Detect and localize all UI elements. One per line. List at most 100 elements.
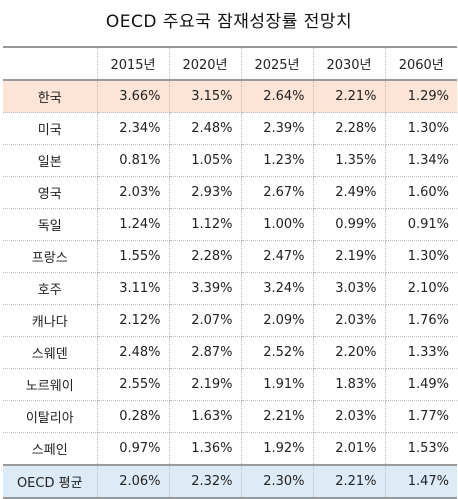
value-cell: 3.15% — [168, 79, 242, 113]
value-cell: 2.03% — [312, 400, 386, 433]
header-cell-2025: 2025년 — [240, 46, 314, 81]
value-cell: 1.77% — [384, 400, 457, 433]
value-cell: 1.00% — [240, 208, 314, 241]
header-cell-corner — [3, 46, 98, 81]
value-cell: 2.03% — [96, 176, 170, 209]
value-cell: 0.97% — [96, 432, 170, 466]
value-cell: 2.48% — [96, 336, 170, 369]
header-cell-2020: 2020년 — [168, 46, 242, 81]
value-cell: 1.83% — [312, 368, 386, 401]
value-cell: 2.09% — [240, 304, 314, 337]
value-cell: 2.32% — [168, 464, 242, 499]
value-cell: 2.21% — [240, 400, 314, 433]
value-cell: 1.36% — [168, 432, 242, 466]
value-cell: 2.52% — [240, 336, 314, 369]
value-cell: 1.23% — [240, 144, 314, 177]
value-cell: 2.48% — [168, 112, 242, 145]
country-cell: 한국 — [3, 79, 98, 113]
country-cell: 캐나다 — [3, 304, 98, 337]
value-cell: 2.49% — [312, 176, 386, 209]
value-cell: 1.12% — [168, 208, 242, 241]
value-cell: 3.39% — [168, 272, 242, 305]
value-cell: 2.19% — [312, 240, 386, 273]
table-row: 프랑스 1.55% 2.28% 2.47% 2.19% 1.30% — [3, 240, 457, 273]
value-cell: 2.93% — [168, 176, 242, 209]
value-cell: 1.49% — [384, 368, 457, 401]
table-row: 독일 1.24% 1.12% 1.00% 0.99% 0.91% — [3, 208, 457, 241]
value-cell: 2.47% — [240, 240, 314, 273]
value-cell: 2.07% — [168, 304, 242, 337]
value-cell: 3.03% — [312, 272, 386, 305]
country-cell: 영국 — [3, 176, 98, 209]
table-row: 노르웨이 2.55% 2.19% 1.91% 1.83% 1.49% — [3, 368, 457, 401]
table-row: 스페인 0.97% 1.36% 1.92% 2.01% 1.53% — [3, 432, 457, 466]
table-row: 미국 2.34% 2.48% 2.39% 2.28% 1.30% — [3, 112, 457, 145]
value-cell: 1.24% — [96, 208, 170, 241]
table-row: 일본 0.81% 1.05% 1.23% 1.35% 1.34% — [3, 144, 457, 177]
table-row: 스웨덴 2.48% 2.87% 2.52% 2.20% 1.33% — [3, 336, 457, 369]
table-row: 한국 3.66% 3.15% 2.64% 2.21% 1.29% — [3, 79, 457, 113]
country-cell: 스웨덴 — [3, 336, 98, 369]
value-cell: 2.20% — [312, 336, 386, 369]
value-cell: 3.66% — [96, 79, 170, 113]
country-cell: 스페인 — [3, 432, 98, 466]
value-cell: 2.19% — [168, 368, 242, 401]
table-header: 2015년 2020년 2025년 2030년 2060년 — [3, 46, 457, 81]
header-cell-2030: 2030년 — [312, 46, 386, 81]
value-cell: 2.64% — [240, 79, 314, 113]
value-cell: 2.06% — [96, 464, 170, 499]
value-cell: 1.47% — [384, 464, 457, 499]
table-row: 영국 2.03% 2.93% 2.67% 2.49% 1.60% — [3, 176, 457, 209]
value-cell: 2.21% — [312, 79, 386, 113]
page: OECD 주요국 잠재성장률 전망치 2015년 2020년 2025년 203… — [3, 12, 457, 499]
value-cell: 2.03% — [312, 304, 386, 337]
country-cell: 일본 — [3, 144, 98, 177]
header-cell-2060: 2060년 — [384, 46, 457, 81]
value-cell: 1.34% — [384, 144, 457, 177]
value-cell: 1.55% — [96, 240, 170, 273]
table-body: 한국 3.66% 3.15% 2.64% 2.21% 1.29% 미국 2.34% 2.48% 2… — [3, 79, 457, 499]
value-cell: 1.30% — [384, 112, 457, 145]
value-cell: 1.30% — [384, 240, 457, 273]
value-cell: 0.81% — [96, 144, 170, 177]
value-cell: 2.21% — [312, 464, 386, 499]
value-cell: 2.55% — [96, 368, 170, 401]
table-row: 호주 3.11% 3.39% 3.24% 3.03% 2.10% — [3, 272, 457, 305]
value-cell: 0.91% — [384, 208, 457, 241]
table-title: OECD 주요국 잠재성장률 전망치 — [105, 12, 353, 32]
country-cell: 미국 — [3, 112, 98, 145]
value-cell: 3.24% — [240, 272, 314, 305]
country-cell: 호주 — [3, 272, 98, 305]
value-cell: 0.99% — [312, 208, 386, 241]
table-row-average: OECD 평균 2.06% 2.32% 2.30% 2.21% 1.47% — [3, 464, 457, 499]
value-cell: 2.12% — [96, 304, 170, 337]
value-cell: 2.67% — [240, 176, 314, 209]
value-cell: 1.91% — [240, 368, 314, 401]
header-row: 2015년 2020년 2025년 2030년 2060년 — [3, 46, 457, 81]
value-cell: 2.34% — [96, 112, 170, 145]
value-cell: 3.11% — [96, 272, 170, 305]
value-cell: 1.76% — [384, 304, 457, 337]
value-cell: 1.53% — [384, 432, 457, 466]
table-row: 캐나다 2.12% 2.07% 2.09% 2.03% 1.76% — [3, 304, 457, 337]
header-cell-2015: 2015년 — [96, 46, 170, 81]
value-cell: 1.60% — [384, 176, 457, 209]
country-cell: OECD 평균 — [3, 464, 98, 499]
value-cell: 1.35% — [312, 144, 386, 177]
value-cell: 0.28% — [96, 400, 170, 433]
value-cell: 1.63% — [168, 400, 242, 433]
value-cell: 2.28% — [312, 112, 386, 145]
value-cell: 2.28% — [168, 240, 242, 273]
value-cell: 2.39% — [240, 112, 314, 145]
country-cell: 프랑스 — [3, 240, 98, 273]
value-cell: 2.01% — [312, 432, 386, 466]
value-cell: 2.10% — [384, 272, 457, 305]
value-cell: 1.92% — [240, 432, 314, 466]
value-cell: 2.87% — [168, 336, 242, 369]
country-cell: 이탈리아 — [3, 400, 98, 433]
country-cell: 독일 — [3, 208, 98, 241]
country-cell: 노르웨이 — [3, 368, 98, 401]
value-cell: 2.30% — [240, 464, 314, 499]
value-cell: 1.05% — [168, 144, 242, 177]
growth-forecast-table: 2015년 2020년 2025년 2030년 2060년 한국 3.66% 3.1… — [3, 46, 457, 499]
